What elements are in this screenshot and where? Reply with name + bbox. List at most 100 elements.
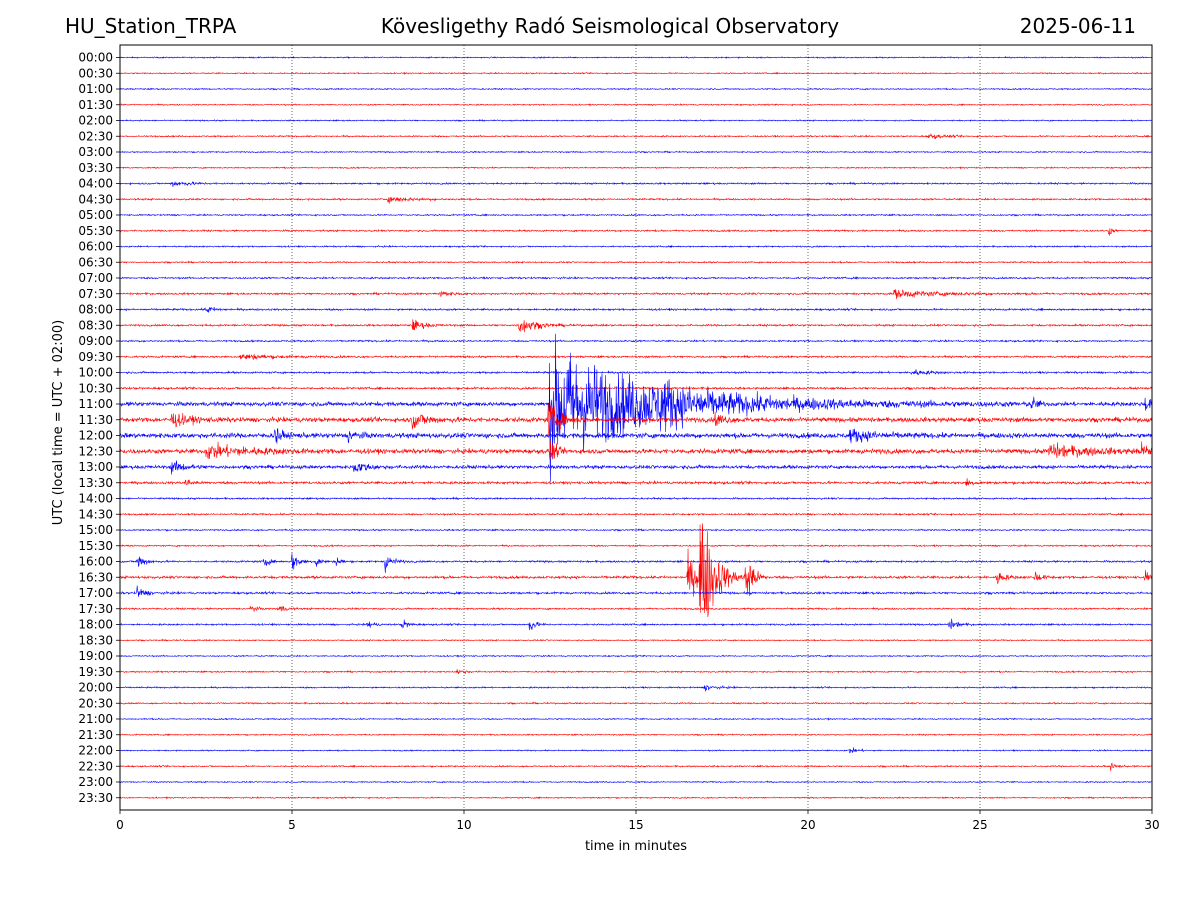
- y-tick-label: 01:30: [78, 98, 113, 112]
- y-tick-label: 04:30: [78, 192, 113, 206]
- y-tick-label: 19:00: [78, 649, 113, 663]
- chart-header: HU_Station_TRPA Kövesligethy Radó Seismo…: [0, 0, 1200, 40]
- y-tick-label: 03:30: [78, 161, 113, 175]
- y-tick-label: 05:00: [78, 208, 113, 222]
- y-tick-label: 00:30: [78, 66, 113, 80]
- trace-0100: [119, 87, 1153, 91]
- trace-0700: [119, 276, 1153, 281]
- y-tick-label: 10:00: [78, 366, 113, 380]
- trace-2330: [119, 796, 1153, 800]
- trace-1230: [119, 440, 1153, 460]
- trace-2130: [119, 733, 1153, 737]
- y-tick-label: 13:30: [78, 476, 113, 490]
- y-tick-label: 15:30: [78, 539, 113, 553]
- trace-2300: [119, 780, 1153, 784]
- trace-1700: [119, 585, 1153, 597]
- trace-1300: [119, 460, 1153, 475]
- station-name: HU_Station_TRPA: [65, 14, 237, 38]
- y-tick-label: 08:00: [78, 303, 113, 317]
- trace-0230: [119, 133, 1153, 140]
- y-tick-label: 11:00: [78, 397, 113, 411]
- y-tick-label: 18:30: [78, 633, 113, 647]
- trace-0030: [119, 71, 1153, 76]
- trace-1400: [119, 496, 1153, 501]
- trace-1530: [119, 543, 1153, 548]
- y-tick-label: 17:00: [78, 586, 113, 600]
- y-tick-label: 03:00: [78, 145, 113, 159]
- x-tick-label: 25: [972, 818, 987, 832]
- trace-1830: [119, 638, 1153, 642]
- y-tick-label: 09:30: [78, 350, 113, 364]
- trace-group: [119, 55, 1153, 800]
- chart-date: 2025-06-11: [1019, 14, 1136, 38]
- x-tick-label: 15: [628, 818, 643, 832]
- grid-lines: [291, 45, 981, 810]
- y-tick-label: 22:30: [78, 759, 113, 773]
- trace-1730: [119, 605, 1153, 613]
- y-tick-label: 21:00: [78, 712, 113, 726]
- trace-1030: [119, 385, 1153, 391]
- y-axis-label: UTC (local time = UTC + 02:00): [51, 320, 66, 525]
- trace-2030: [119, 701, 1153, 705]
- x-tick-label: 5: [288, 818, 296, 832]
- x-tick-label: 0: [116, 818, 124, 832]
- trace-0530: [119, 228, 1153, 236]
- trace-0000: [119, 55, 1153, 60]
- trace-2000: [119, 684, 1153, 692]
- y-tick-label: 14:30: [78, 507, 113, 521]
- trace-2100: [119, 717, 1153, 721]
- y-tick-label: 10:30: [78, 381, 113, 395]
- y-tick-label: 06:00: [78, 240, 113, 254]
- trace-0300: [119, 150, 1153, 154]
- y-tick-label: 06:30: [78, 255, 113, 269]
- y-tick-label: 18:00: [78, 618, 113, 632]
- y-tick-label: 13:00: [78, 460, 113, 474]
- trace-0600: [119, 244, 1153, 249]
- y-tick-label: 22:00: [78, 744, 113, 758]
- y-tick-label: 04:00: [78, 177, 113, 191]
- trace-0900: [119, 338, 1153, 344]
- trace-1330: [119, 478, 1153, 487]
- trace-1930: [119, 669, 1153, 675]
- trace-0630: [119, 260, 1153, 264]
- trace-1600: [119, 553, 1153, 573]
- trace-0830: [119, 319, 1153, 333]
- trace-1500: [119, 528, 1153, 532]
- trace-0330: [119, 166, 1153, 170]
- trace-0500: [119, 213, 1153, 217]
- y-tick-label: 07:30: [78, 287, 113, 301]
- y-tick-label: 20:30: [78, 696, 113, 710]
- x-tick-label: 10: [456, 818, 471, 832]
- chart-title: Kövesligethy Radó Seismological Observat…: [380, 14, 840, 38]
- y-tick-label: 21:30: [78, 728, 113, 742]
- trace-1630: [119, 523, 1153, 618]
- y-tick-label: 05:30: [78, 224, 113, 238]
- y-tick-label: 02:00: [78, 114, 113, 128]
- trace-0430: [119, 197, 1153, 204]
- y-tick-label: 11:30: [78, 413, 113, 427]
- trace-1800: [119, 618, 1153, 631]
- y-tick-label: 09:00: [78, 334, 113, 348]
- y-tick-label: 12:30: [78, 444, 113, 458]
- y-tick-label: 15:00: [78, 523, 113, 537]
- y-tick-label: 08:30: [78, 318, 113, 332]
- y-tick-label: 14:00: [78, 492, 113, 506]
- x-tick-label: 30: [1144, 818, 1159, 832]
- trace-1130: [119, 402, 1153, 437]
- y-tick-label: 23:30: [78, 791, 113, 805]
- trace-2200: [119, 747, 1153, 754]
- y-tick-label: 17:30: [78, 602, 113, 616]
- trace-1200: [119, 428, 1153, 444]
- y-tick-label: 07:00: [78, 271, 113, 285]
- trace-0930: [119, 353, 1153, 360]
- y-tick-label: 23:00: [78, 775, 113, 789]
- y-tick-label: 16:00: [78, 555, 113, 569]
- trace-1000: [119, 369, 1153, 376]
- y-tick-label: 20:00: [78, 681, 113, 695]
- y-tick-label: 01:00: [78, 82, 113, 96]
- trace-0800: [119, 306, 1153, 313]
- y-tick-label: 00:00: [78, 51, 113, 65]
- trace-0130: [119, 103, 1152, 107]
